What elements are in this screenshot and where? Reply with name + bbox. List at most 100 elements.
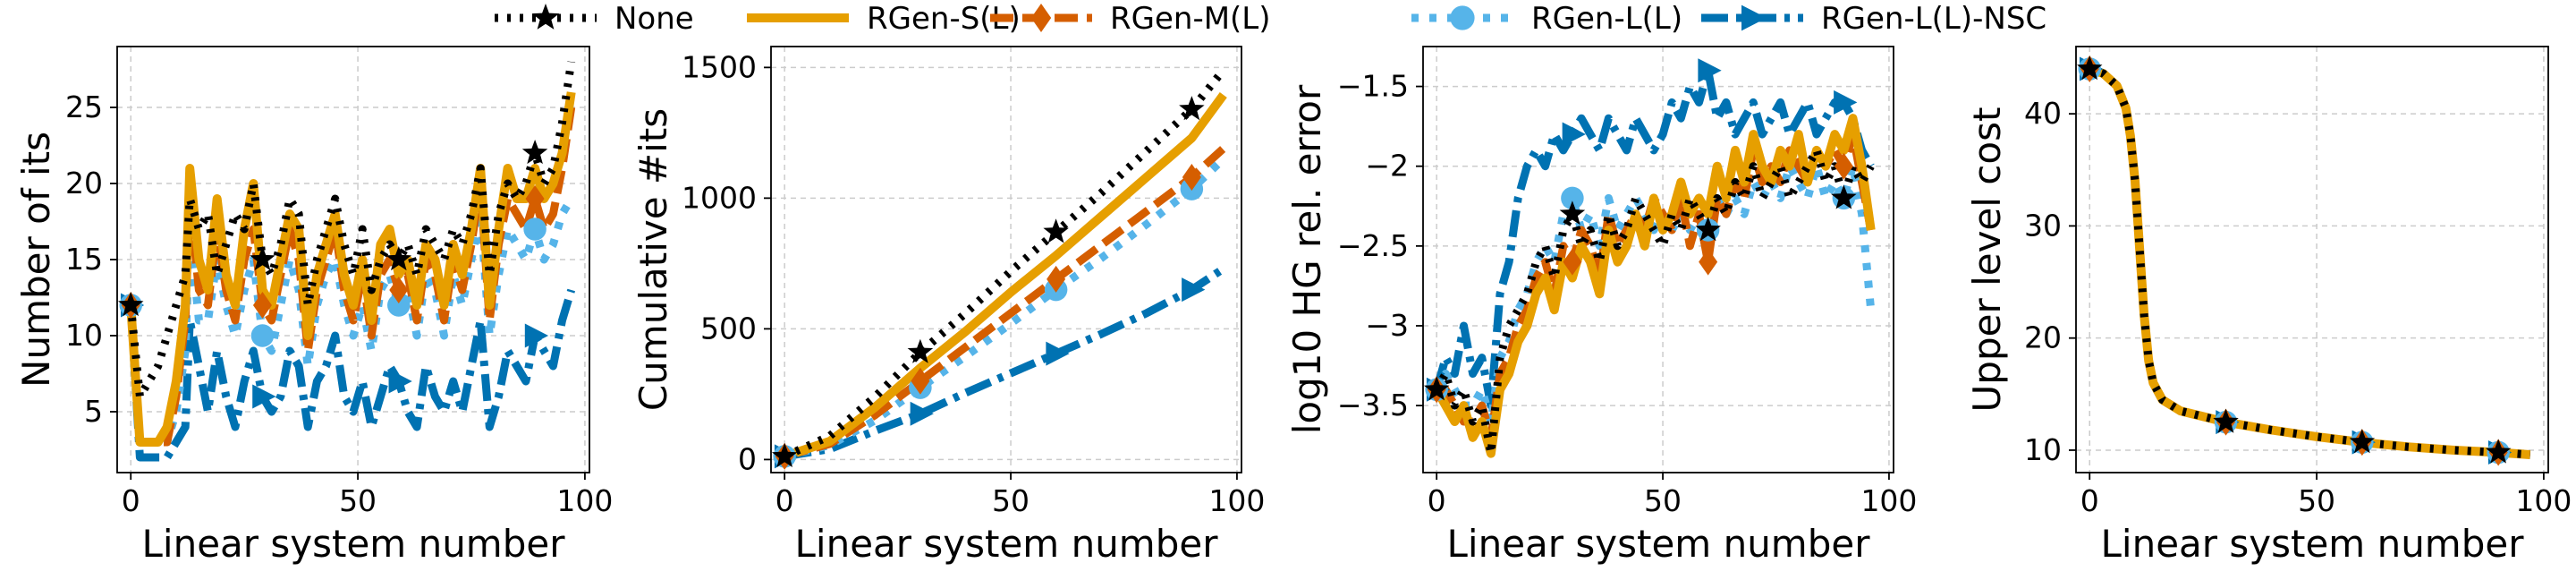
y-tick-label: 20: [2024, 320, 2062, 355]
legend-swatch-marker: [1741, 4, 1767, 31]
series-line-3: [126, 196, 575, 447]
series-line-1: [1432, 114, 1876, 458]
y-tick-label: 1000: [682, 180, 757, 215]
legend-label: RGen-L(L): [1531, 1, 1682, 37]
x-tick-label: 100: [556, 483, 613, 518]
series-line-3: [784, 156, 1226, 461]
x-tick-label: 0: [1428, 483, 1446, 518]
x-axis-label: Linear system number: [142, 522, 566, 566]
y-tick-label: 500: [700, 311, 757, 345]
series-marker-4: [1562, 122, 1586, 147]
y-tick-label: 30: [2024, 208, 2062, 243]
series-marker-0: [250, 246, 275, 271]
chart-panel-4: 0 50 100 10 20 30 40 Linear system number Upper …: [1965, 46, 2572, 566]
y-tick-label: 15: [65, 242, 103, 277]
x-axis-label: Linear system number: [1447, 522, 1871, 566]
x-axis-label: Linear system number: [795, 522, 1219, 566]
series-line-0: [126, 61, 576, 401]
series-marker-0: [386, 246, 411, 271]
series-marker-0: [2077, 55, 2103, 81]
series-group: [771, 67, 1227, 470]
series-marker-2: [1834, 152, 1853, 180]
series-marker-2: [525, 185, 545, 212]
legend-item-3: RGen-L(L): [1411, 1, 1682, 37]
series-line-4: [784, 265, 1226, 461]
series-marker-0: [1559, 200, 1586, 226]
y-tick-label: −3.5: [1337, 388, 1409, 422]
series-marker-0: [1043, 218, 1069, 243]
chart-panel-1: 0 50 100 5 10 15 20 25 Linear system number Numbe…: [14, 46, 613, 566]
legend-item-0: None: [495, 1, 694, 37]
legend-label: RGen-M(L): [1110, 1, 1271, 37]
legend-item-2: RGen-M(L): [990, 1, 1271, 37]
series-marker-4: [910, 401, 934, 426]
y-axis-label: Cumulative #its: [631, 108, 675, 411]
plot-frame: [770, 46, 1242, 473]
series-marker-0: [771, 442, 798, 467]
x-tick-label: 100: [1860, 483, 1917, 518]
series-marker-4: [1182, 277, 1206, 303]
y-tick-label: −2.5: [1337, 228, 1409, 263]
series-marker-0: [2485, 439, 2512, 464]
x-tick-label: 100: [2515, 483, 2572, 518]
series-marker-2: [389, 277, 409, 303]
series-line-0: [1433, 146, 1875, 458]
series-marker-2: [1563, 248, 1582, 276]
series-marker-3: [250, 324, 275, 347]
x-tick-label: 0: [2080, 483, 2099, 518]
y-tick-label: −2: [1365, 149, 1409, 183]
series-group: [2077, 55, 2531, 466]
chart-panel-3: 0 50 100 −3.5 −3 −2.5 −2 −1.5 Linear system numb…: [1285, 46, 1917, 566]
series-marker-0: [2213, 408, 2239, 433]
y-tick-label: 40: [2024, 96, 2062, 131]
series-marker-2: [1699, 248, 1718, 276]
series-marker-0: [907, 338, 934, 363]
y-tick-label: 0: [738, 441, 757, 476]
series-group: [1423, 58, 1876, 458]
x-tick-label: 0: [775, 483, 794, 518]
series-marker-2: [1046, 265, 1066, 293]
series-line-2: [126, 107, 576, 447]
series-line-1: [2088, 64, 2531, 459]
legend-item-1: RGen-S(L): [747, 1, 1021, 37]
x-tick-label: 50: [992, 483, 1030, 518]
legend-label: RGen-L(L)-NSC: [1821, 1, 2046, 37]
legend-swatch-marker: [531, 4, 560, 30]
y-axis-label: Number of its: [14, 132, 58, 388]
series-marker-0: [521, 140, 548, 165]
x-axis-label: Linear system number: [2101, 522, 2525, 566]
series-marker-3: [387, 294, 411, 317]
series-marker-2: [252, 292, 272, 319]
y-tick-label: 10: [65, 318, 103, 353]
series-marker-0: [118, 292, 144, 317]
y-tick-label: 25: [65, 90, 103, 124]
series-marker-4: [1698, 58, 1722, 83]
legend-item-4: RGen-L(L)-NSC: [1701, 1, 2046, 37]
series-marker-4: [1046, 341, 1070, 366]
series-marker-0: [1423, 376, 1450, 401]
y-tick-label: 1500: [682, 49, 757, 84]
series-line-0: [783, 67, 1227, 461]
legend-swatch-marker: [1450, 5, 1475, 30]
series-marker-2: [1182, 164, 1201, 192]
series-group: [118, 61, 576, 462]
series-line-1: [783, 92, 1227, 461]
series-marker-4: [524, 323, 549, 348]
series-marker-2: [911, 367, 930, 395]
plot-frame: [1422, 46, 1894, 473]
y-axis-label: log10 HG rel. error: [1285, 84, 1329, 434]
y-tick-label: 5: [84, 394, 103, 429]
series-marker-0: [1831, 184, 1857, 209]
series-line-0: [2088, 64, 2531, 459]
series-marker-4: [1834, 90, 1858, 115]
legend: None RGen-S(L) RGen-M(L) RGen-L(L) RGen-L(L)…: [495, 1, 2046, 37]
series-line-2: [784, 145, 1226, 461]
y-tick-label: −1.5: [1337, 69, 1409, 104]
series-line-4: [1432, 66, 1875, 410]
series-marker-4: [388, 369, 412, 394]
legend-label: None: [614, 1, 694, 37]
series-marker-3: [523, 218, 547, 241]
series-line-4: [126, 288, 576, 462]
